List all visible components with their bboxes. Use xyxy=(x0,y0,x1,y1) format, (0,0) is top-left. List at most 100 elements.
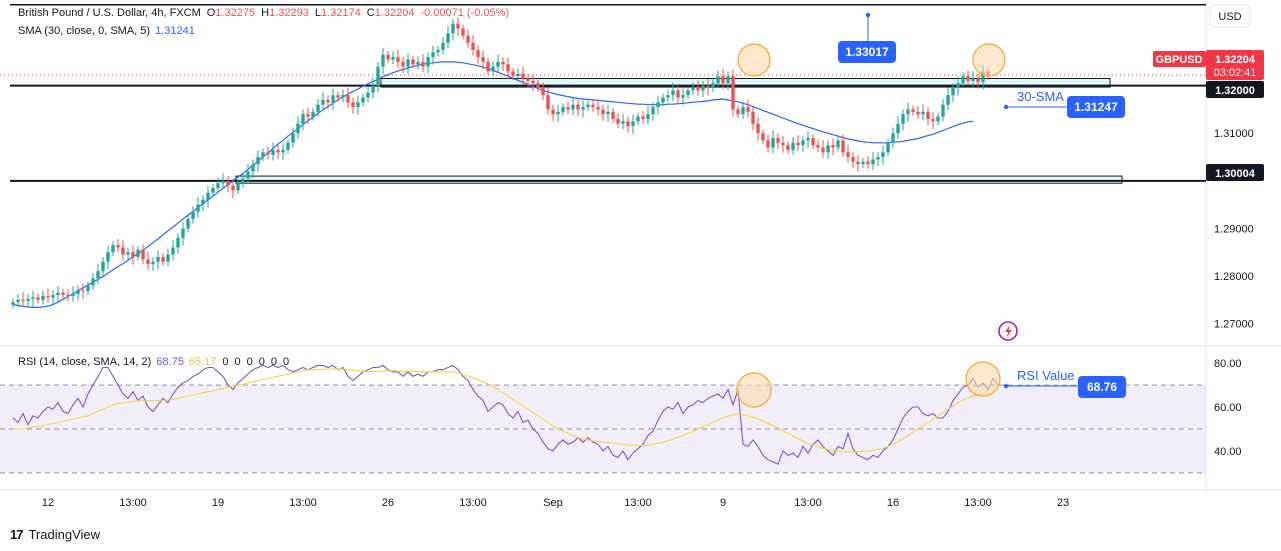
candle[interactable] xyxy=(486,58,490,76)
candle[interactable] xyxy=(831,138,835,156)
support-resistance-zone[interactable] xyxy=(380,78,1111,88)
rsi-legend[interactable]: RSI (14, close, SMA, 14, 2) 68.75 65.17 0 0 0… xyxy=(18,356,289,368)
candle[interactable] xyxy=(416,56,420,69)
candle[interactable] xyxy=(961,72,965,88)
candle[interactable] xyxy=(536,79,540,92)
candle[interactable] xyxy=(811,134,815,149)
candle[interactable] xyxy=(61,288,65,299)
candle[interactable] xyxy=(246,163,250,185)
candle[interactable] xyxy=(86,281,90,296)
candle[interactable] xyxy=(841,134,845,158)
candle[interactable] xyxy=(421,54,425,73)
candle[interactable] xyxy=(496,54,500,73)
candle[interactable] xyxy=(181,221,185,246)
candle[interactable] xyxy=(391,51,395,65)
candle[interactable] xyxy=(461,24,465,40)
candle[interactable] xyxy=(351,97,355,114)
candle[interactable] xyxy=(776,133,780,150)
candle[interactable] xyxy=(376,61,380,93)
candle[interactable] xyxy=(56,285,60,303)
candle[interactable] xyxy=(76,285,80,301)
candle[interactable] xyxy=(216,177,220,193)
candle[interactable] xyxy=(701,80,705,98)
candle[interactable] xyxy=(96,263,100,285)
candle[interactable] xyxy=(866,156,870,169)
candle[interactable] xyxy=(906,102,910,122)
candle[interactable] xyxy=(596,99,600,116)
candle[interactable] xyxy=(806,131,810,148)
candle[interactable] xyxy=(291,127,295,148)
candle[interactable] xyxy=(611,108,615,123)
candle[interactable] xyxy=(911,105,915,116)
candle[interactable] xyxy=(926,107,930,126)
candle[interactable] xyxy=(576,99,580,117)
candle[interactable] xyxy=(136,246,140,261)
candle[interactable] xyxy=(261,148,265,161)
candle[interactable] xyxy=(241,172,245,188)
candle[interactable] xyxy=(836,136,840,152)
candle[interactable] xyxy=(746,99,750,118)
candle[interactable] xyxy=(881,145,885,165)
candle[interactable] xyxy=(471,35,475,56)
candle[interactable] xyxy=(626,116,630,133)
candle[interactable] xyxy=(166,248,170,267)
candle[interactable] xyxy=(636,112,640,126)
candle[interactable] xyxy=(566,101,570,115)
candle[interactable] xyxy=(816,139,820,153)
candle[interactable] xyxy=(871,151,875,170)
lightning-icon[interactable] xyxy=(998,321,1018,341)
candle[interactable] xyxy=(781,136,785,153)
candle[interactable] xyxy=(766,134,770,153)
candle[interactable] xyxy=(346,87,350,109)
candle[interactable] xyxy=(791,137,795,155)
candle[interactable] xyxy=(506,57,510,79)
candle[interactable] xyxy=(946,87,950,111)
candle[interactable] xyxy=(211,184,215,197)
candle[interactable] xyxy=(591,98,595,112)
candle[interactable] xyxy=(251,159,255,178)
candle[interactable] xyxy=(271,142,275,161)
candle[interactable] xyxy=(731,69,735,118)
candle[interactable] xyxy=(936,112,940,126)
candle[interactable] xyxy=(656,95,660,115)
candle[interactable] xyxy=(671,82,675,101)
candle[interactable] xyxy=(431,45,435,65)
footer-brand[interactable]: 17 TradingView xyxy=(10,524,100,544)
candle[interactable] xyxy=(516,68,520,81)
rsi-line[interactable] xyxy=(12,364,999,465)
candle[interactable] xyxy=(711,79,715,92)
candle[interactable] xyxy=(231,178,235,198)
candle[interactable] xyxy=(941,98,945,122)
candle[interactable] xyxy=(46,288,50,304)
candle[interactable] xyxy=(931,112,935,129)
candle[interactable] xyxy=(31,290,35,307)
candle[interactable] xyxy=(601,104,605,121)
candle[interactable] xyxy=(91,272,95,291)
candle[interactable] xyxy=(556,105,560,122)
candle[interactable] xyxy=(921,104,925,120)
candle[interactable] xyxy=(396,49,400,68)
candle[interactable] xyxy=(371,78,375,99)
candle[interactable] xyxy=(651,102,655,121)
candle[interactable] xyxy=(386,50,390,64)
candle[interactable] xyxy=(646,106,650,125)
candle[interactable] xyxy=(546,87,550,116)
candle[interactable] xyxy=(141,244,145,265)
candle[interactable] xyxy=(366,87,370,103)
candle[interactable] xyxy=(966,70,970,86)
candle[interactable] xyxy=(826,140,830,159)
candle[interactable] xyxy=(896,116,900,139)
candle[interactable] xyxy=(316,98,320,117)
candle[interactable] xyxy=(876,152,880,167)
candle[interactable] xyxy=(201,195,205,212)
candle[interactable] xyxy=(616,113,620,129)
candle[interactable] xyxy=(951,83,955,102)
candle[interactable] xyxy=(171,239,175,261)
candle[interactable] xyxy=(256,150,260,172)
candle[interactable] xyxy=(861,157,865,168)
candle[interactable] xyxy=(296,116,300,139)
candle[interactable] xyxy=(306,107,310,125)
candle[interactable] xyxy=(106,245,110,270)
candle[interactable] xyxy=(356,95,360,115)
